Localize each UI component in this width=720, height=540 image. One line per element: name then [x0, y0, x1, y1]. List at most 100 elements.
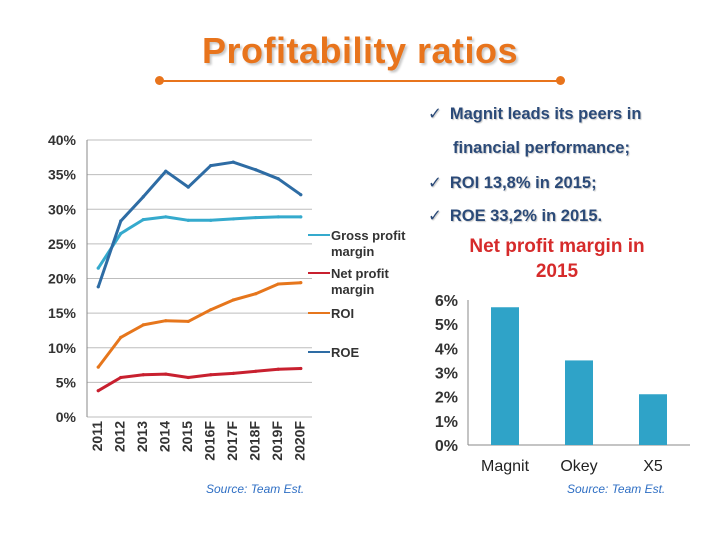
y-tick-label: 40%: [48, 132, 77, 148]
data-point: [299, 193, 303, 197]
data-point: [96, 365, 100, 369]
legend-label: margin: [331, 244, 374, 259]
data-point: [96, 266, 100, 270]
y-tick-label: 1%: [435, 414, 458, 431]
x-tick-label: 2017F: [224, 421, 240, 461]
legend-label: ROI: [331, 306, 354, 321]
title-underline: [160, 80, 560, 82]
bullet-roe: ✓ ROE 33,2% in 2015.: [428, 206, 602, 226]
y-tick-label: 5%: [435, 317, 458, 334]
data-point: [276, 177, 280, 181]
y-tick-label: 3%: [435, 366, 458, 383]
data-point: [119, 375, 123, 380]
data-point: [141, 323, 145, 327]
data-point: [231, 298, 235, 302]
data-point: [209, 218, 213, 222]
x-tick-label: 2012: [111, 421, 127, 452]
y-tick-label: 2%: [435, 390, 458, 407]
data-point: [186, 185, 190, 189]
y-tick-label: 0%: [435, 438, 458, 455]
bullet-text: ROI 13,8% in 2015;: [449, 174, 597, 192]
y-tick-label: 6%: [435, 293, 458, 310]
y-tick-label: 30%: [48, 201, 77, 217]
data-point: [164, 215, 168, 219]
bullet-text: financial performance;: [453, 139, 630, 157]
y-tick-label: 15%: [48, 305, 77, 321]
data-point: [299, 366, 303, 371]
x-tick-label: X5: [643, 458, 663, 475]
data-point: [276, 215, 280, 219]
data-point: [96, 285, 100, 289]
bar-chart-source: Source: Team Est.: [567, 482, 666, 496]
data-point: [231, 160, 235, 164]
series-line-net-profit-margin: [96, 367, 303, 393]
y-tick-label: 5%: [56, 374, 77, 390]
data-point: [209, 373, 213, 377]
data-point: [299, 215, 303, 219]
x-tick-label: 2013: [134, 421, 150, 452]
x-tick-label: 2020F: [291, 421, 307, 461]
bullet-text: ROE 33,2% in 2015.: [449, 207, 603, 225]
bullet-continuation: financial performance;: [453, 139, 630, 158]
data-point: [164, 319, 168, 323]
data-point: [231, 217, 235, 221]
bar-chart-title: Net profit margin in 2015: [444, 234, 670, 284]
bar-magnit: [491, 307, 519, 445]
check-icon: ✓: [428, 207, 442, 225]
line-chart-source: Source: Team Est.: [206, 482, 305, 496]
data-point: [276, 367, 280, 371]
bullet-roi: ✓ ROI 13,8% in 2015;: [428, 173, 597, 193]
check-icon: ✓: [428, 105, 442, 123]
data-point: [164, 169, 168, 173]
x-tick-label: 2018F: [246, 421, 262, 461]
data-point: [186, 375, 190, 380]
data-point: [141, 373, 145, 377]
series-line-gross-profit-margin: [96, 215, 303, 270]
legend-label: Gross profit: [331, 228, 406, 243]
data-point: [141, 218, 145, 222]
bar-x5: [639, 394, 667, 445]
underline-right-dot: [556, 76, 565, 85]
y-tick-label: 20%: [48, 271, 77, 287]
data-point: [254, 292, 258, 296]
page-title: Profitability ratios: [201, 30, 519, 71]
y-tick-label: 10%: [48, 340, 77, 356]
bar-chart: 0% 1% 2% 3% 4% 5% 6% Magnit Okey X5: [435, 293, 690, 475]
y-tick-label: 4%: [435, 341, 458, 358]
series-line-roi: [96, 281, 303, 369]
x-tick-label: 2011: [89, 421, 105, 452]
data-point: [209, 308, 213, 312]
data-point: [254, 168, 258, 172]
legend-label: Net profit: [331, 266, 389, 281]
data-point: [119, 335, 123, 339]
data-point: [186, 319, 190, 324]
y-tick-label: 35%: [48, 167, 77, 183]
underline-left-dot: [155, 76, 164, 85]
x-tick-label: 2019F: [269, 421, 285, 461]
legend-label: margin: [331, 282, 374, 297]
data-point: [254, 369, 258, 373]
data-point: [119, 231, 123, 236]
bullet-text: Magnit leads its peers in: [449, 105, 642, 123]
x-tick-label: Magnit: [481, 458, 530, 475]
bullet-magnit-leads: ✓ Magnit leads its peers in: [428, 104, 641, 124]
data-point: [299, 281, 303, 285]
bar-chart-title-line: 2015: [535, 261, 579, 282]
x-tick-label: 2015: [179, 421, 195, 452]
bar-chart-title-line: Net profit margin in: [469, 236, 645, 257]
data-point: [186, 218, 190, 222]
legend-label: ROE: [331, 345, 360, 360]
data-point: [254, 215, 258, 220]
series-line-roe: [96, 160, 303, 289]
y-tick-label: 25%: [48, 236, 77, 252]
data-point: [141, 195, 145, 199]
y-tick-label: 0%: [56, 409, 77, 425]
bar-okey: [565, 360, 593, 445]
x-tick-label: Okey: [560, 458, 597, 475]
data-point: [276, 282, 280, 286]
check-icon: ✓: [428, 174, 442, 192]
data-point: [96, 389, 100, 393]
x-tick-label: 2016F: [201, 421, 217, 461]
data-point: [231, 371, 235, 375]
data-point: [164, 372, 168, 376]
